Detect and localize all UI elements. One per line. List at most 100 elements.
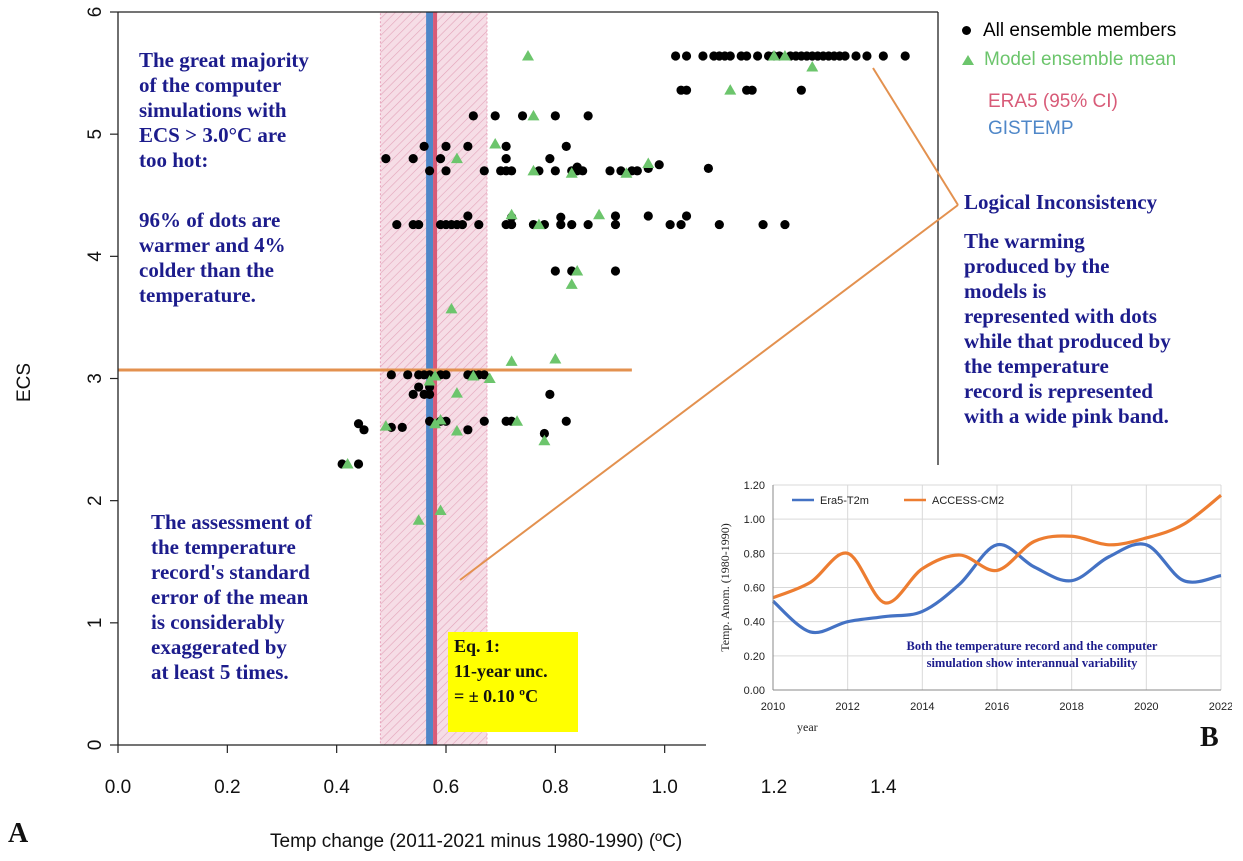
b-legend-label: Era5-T2m: [820, 495, 869, 507]
annotation-percent: 96% of dots are warmer and 4% colder tha…: [139, 208, 286, 307]
ensemble-member-point: [545, 389, 555, 399]
inset-chart-b: 0.00 0.20 0.40 0.60 0.80 1.00 1.20 2010 2012 2014…: [706, 465, 1232, 765]
b-x-tick-label: 2022: [1209, 701, 1232, 713]
b-y-tick-label: 0.80: [744, 548, 765, 560]
b-x-tick-label: 2010: [761, 701, 785, 713]
ensemble-member-point: [714, 219, 724, 230]
ensemble-member-point: [441, 370, 451, 380]
panel-label-b: B: [1200, 722, 1219, 753]
ensemble-member-point: [381, 154, 391, 164]
b-x-tick-label: 2014: [910, 701, 934, 713]
ensemble-member-point: [441, 166, 451, 176]
circle-marker-icon: [962, 26, 971, 36]
ensemble-member-point: [479, 370, 489, 380]
b-y-axis-label: Temp. Anom. (1980-1990): [718, 523, 732, 651]
ensemble-member-point: [353, 459, 364, 469]
ensemble-member-point: [610, 266, 621, 276]
b-x-tick-label: 2020: [1134, 701, 1158, 713]
x-tick-label: 1.4: [870, 777, 897, 798]
model-mean-point: [538, 434, 551, 446]
ensemble-member-point: [550, 166, 560, 176]
model-mean-point: [434, 414, 447, 425]
ensemble-member-point: [796, 85, 806, 95]
model-mean-point: [505, 355, 518, 366]
model-mean-point: [806, 60, 819, 72]
legend-all-members: All ensemble members: [962, 20, 1176, 42]
model-mean-point: [642, 157, 655, 168]
callout-line-upper: [872, 67, 959, 206]
ensemble-member-point: [862, 51, 872, 61]
ensemble-member-point: [561, 141, 571, 151]
ensemble-member-point: [403, 370, 413, 380]
annotation-standard-error: The assessment of the temperature record…: [151, 510, 312, 684]
ensemble-member-point: [725, 51, 735, 61]
ensemble-member-point: [408, 154, 418, 164]
model-mean-point: [450, 152, 463, 164]
ensemble-member-point: [425, 389, 435, 399]
legend-gistemp: GISTEMP: [988, 118, 1074, 139]
ensemble-member-point: [490, 111, 500, 121]
ensemble-member-point: [583, 219, 593, 230]
ensemble-member-point: [408, 389, 418, 399]
panel-label-a: A: [8, 818, 29, 849]
y-tick-label: 1: [85, 618, 106, 629]
model-mean-point: [379, 420, 392, 431]
ensemble-member-point: [665, 219, 675, 230]
b-annotation-text: Both the temperature record and the comp…: [907, 639, 1158, 653]
ensemble-member-point: [474, 219, 484, 230]
model-mean-point: [768, 49, 780, 61]
y-tick-label: 3: [85, 373, 106, 384]
ensemble-member-point: [397, 422, 407, 432]
model-mean-point: [429, 417, 442, 429]
b-x-tick-label: 2016: [985, 701, 1009, 713]
model-mean-point: [724, 84, 737, 95]
ensemble-member-point: [632, 166, 642, 176]
ensemble-member-point: [545, 154, 555, 164]
model-mean-point: [412, 514, 425, 525]
b-legend-label: ACCESS-CM2: [932, 495, 1004, 507]
model-mean-point: [620, 167, 633, 178]
x-axis-label: Temp change (2011-2021 minus 1980-1990) …: [270, 831, 683, 852]
model-mean-point: [549, 352, 562, 364]
b-y-tick-label: 0.00: [744, 685, 765, 697]
x-tick-label: 0.2: [214, 777, 240, 798]
ensemble-member-point: [643, 211, 653, 221]
model-mean-point: [593, 208, 606, 220]
ensemble-member-point: [851, 51, 861, 61]
model-mean-point: [522, 49, 534, 61]
ensemble-member-point: [392, 219, 402, 230]
b-y-tick-label: 1.20: [744, 480, 765, 492]
ensemble-member-point: [703, 163, 714, 173]
ensemble-member-point: [517, 111, 528, 121]
chart-b: 0.00 0.20 0.40 0.60 0.80 1.00 1.20 2010 2012 2014…: [718, 480, 1232, 734]
ensemble-member-point: [758, 219, 768, 230]
ensemble-member-point: [507, 219, 517, 230]
annotation-too-hot: The great majority of the computer simul…: [139, 48, 309, 172]
ensemble-member-point: [414, 382, 424, 392]
ensemble-member-point: [414, 219, 424, 230]
y-axis-label: ECS: [14, 362, 35, 402]
model-mean-point: [527, 164, 540, 176]
ensemble-member-point: [654, 160, 664, 170]
x-tick-label: 0.4: [323, 777, 350, 798]
ensemble-member-point: [567, 219, 577, 230]
ensemble-member-point: [501, 141, 511, 151]
ensemble-member-point: [676, 219, 686, 230]
ensemble-member-point: [468, 111, 478, 121]
ensemble-member-point: [507, 166, 517, 176]
ensemble-member-point: [742, 51, 752, 61]
ensemble-member-point: [353, 419, 364, 429]
triangle-marker-icon: [962, 54, 974, 65]
ensemble-member-point: [747, 85, 757, 95]
model-mean-point: [429, 370, 442, 381]
model-mean-point: [511, 415, 524, 426]
ensemble-member-point: [539, 428, 550, 439]
b-y-tick-label: 0.60: [744, 583, 765, 595]
equation-box: Eq. 1: 11-year unc. = ± 0.10 ºC: [448, 632, 578, 732]
x-tick-label: 0.6: [433, 777, 459, 798]
ensemble-member-point: [583, 111, 593, 121]
model-mean-point: [450, 425, 463, 436]
model-mean-point: [778, 49, 791, 61]
ensemble-member-point: [878, 51, 888, 61]
